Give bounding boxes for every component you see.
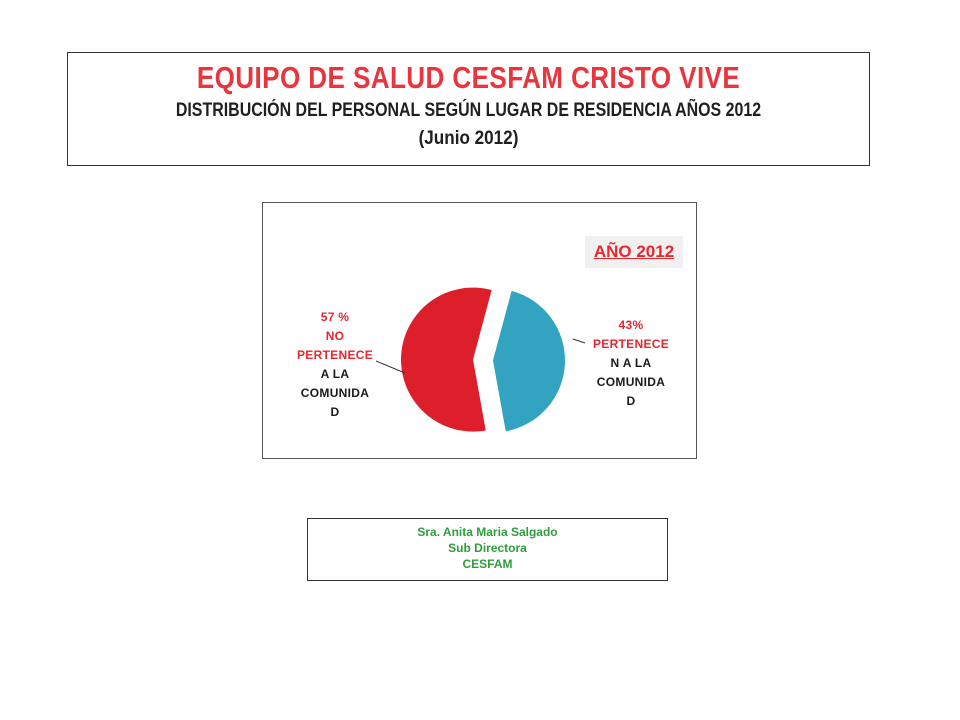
slice-label-line: A LA: [320, 367, 350, 381]
slice-label-line: 57 %: [320, 310, 350, 324]
page-title: EQUIPO DE SALUD CESFAM CRISTO VIVE: [196, 60, 741, 95]
leader-line-pertenece: [572, 338, 586, 344]
slice-label-line: N A LA: [610, 356, 652, 370]
chart-title: AÑO 2012: [585, 236, 683, 268]
page-date: (Junio 2012): [418, 128, 519, 149]
slice-label-line: 43%: [618, 318, 644, 332]
pie-chart: [375, 287, 586, 432]
header-box: EQUIPO DE SALUD CESFAM CRISTO VIVE DISTR…: [67, 52, 870, 166]
slice-label-line: D: [330, 405, 340, 419]
signature-role: Sub Directora: [448, 541, 527, 555]
slice-label-no-pertenece: 57 % NO PERTENECE A LA COMUNIDA D: [285, 308, 385, 422]
page-subtitle: DISTRIBUCIÓN DEL PERSONAL SEGÚN LUGAR DE…: [175, 100, 762, 121]
slice-label-line: PERTENECE: [592, 337, 670, 351]
slice-label-line: COMUNIDA: [596, 375, 666, 389]
signature-org: CESFAM: [462, 557, 513, 571]
slice-label-line: NO: [325, 329, 345, 343]
signature-box: Sra. Anita Maria Salgado Sub Directora C…: [307, 518, 668, 581]
slice-label-pertenece: 43% PERTENECE N A LA COMUNIDA D: [581, 316, 681, 411]
slice-label-line: COMUNIDA: [300, 386, 370, 400]
slice-label-line: PERTENECE: [296, 348, 374, 362]
signature-name: Sra. Anita Maria Salgado: [417, 525, 558, 539]
slice-label-line: D: [626, 394, 636, 408]
pie-slice-no-pertenece: [401, 287, 492, 432]
chart-container: AÑO 2012 57 % NO PERTENECE A LA COMUNIDA…: [262, 202, 697, 459]
leader-line-no-pertenece: [375, 360, 406, 374]
pie-slice-pertenece: [492, 290, 565, 432]
